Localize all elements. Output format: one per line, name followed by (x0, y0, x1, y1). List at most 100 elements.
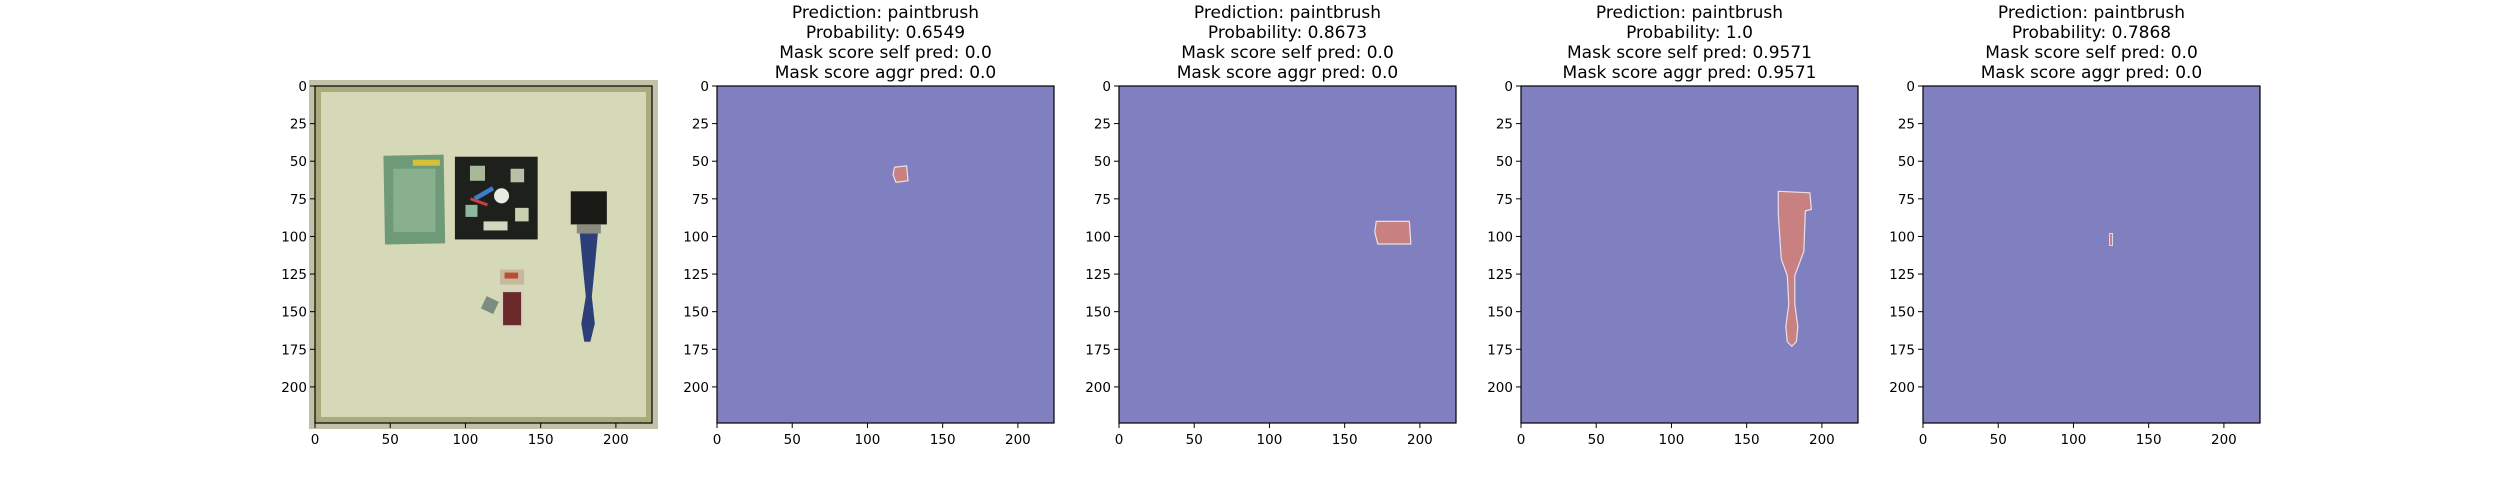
subplot-title-line: Mask score self pred: 0.0 (779, 43, 992, 63)
y-tick-label: 0 (700, 79, 709, 95)
x-tick-label: 0 (1919, 432, 1928, 448)
subplot-2: 0 50 100 150 200 0 25 50 75 100 125 150 175 200 Predic… (683, 3, 1055, 448)
photo-card-frame (500, 289, 525, 329)
y-tick-label: 200 (1889, 380, 1915, 396)
x-tick-label: 200 (1407, 432, 1433, 448)
y-tick-label: 175 (683, 342, 709, 358)
y-tick-label: 0 (1102, 79, 1111, 95)
subplot-title-line: Prediction: paintbrush (1194, 3, 1381, 23)
y-tick-label: 100 (1889, 229, 1915, 245)
x-tick-label: 100 (855, 432, 881, 448)
y-tick-label: 50 (1898, 154, 1915, 170)
x-tick-label: 50 (1990, 432, 2007, 448)
photo-brush-bristle (570, 191, 607, 225)
subplot-title-line: Mask score aggr pred: 0.9571 (1563, 63, 1817, 83)
mask-background (1119, 86, 1456, 423)
x-tick-label: 150 (2136, 432, 2162, 448)
x-tick-label: 0 (713, 432, 722, 448)
y-tick-label: 175 (1889, 342, 1915, 358)
photo-card (501, 290, 523, 327)
axes-frame (1118, 85, 1457, 424)
subplot-title-line: Prediction: paintbrush (792, 3, 979, 23)
subplot-4: 0 50 100 150 200 0 25 50 75 100 125 150 175 200 Predic… (1487, 3, 1859, 448)
subplot-3: 0 50 100 150 200 0 25 50 75 100 125 150 175 200 Predic… (1085, 3, 1457, 448)
x-tick-label: 50 (382, 432, 399, 448)
photo-brush-handle (579, 233, 598, 342)
x-tick-label: 200 (2211, 432, 2237, 448)
y-tick-label: 200 (1487, 380, 1513, 396)
y-tick-label: 200 (281, 380, 307, 396)
y-tick-label: 175 (281, 342, 307, 358)
x-tick-label: 100 (1257, 432, 1283, 448)
x-tick-label: 100 (2061, 432, 2087, 448)
x-tick-label: 0 (311, 432, 320, 448)
axes-frame (1520, 85, 1859, 424)
photo-box-label (504, 272, 519, 279)
y-tick-label: 25 (1496, 117, 1513, 133)
y-tick-label: 100 (683, 229, 709, 245)
photo-clip (480, 296, 499, 315)
y-tick-label: 75 (1094, 192, 1111, 208)
mask-background (1923, 86, 2260, 423)
subplot-title-line: Mask score self pred: 0.0 (1181, 43, 1394, 63)
y-tick-label: 0 (1906, 79, 1915, 95)
photo-brush-ferrule (576, 224, 601, 234)
x-tick-label: 100 (453, 432, 479, 448)
y-tick-label: 175 (1487, 342, 1513, 358)
x-tick-label: 150 (1332, 432, 1358, 448)
photo-floor (321, 92, 646, 417)
subplot-title-line: Mask score aggr pred: 0.0 (775, 63, 997, 83)
y-tick-label: 200 (683, 380, 709, 396)
subplot-5: 0 50 100 150 200 0 25 50 75 100 125 150 175 200 Predic… (1889, 3, 2261, 448)
y-tick-label: 25 (1898, 117, 1915, 133)
x-tick-label: 0 (1115, 432, 1124, 448)
subplot-title-line: Probability: 0.8673 (1208, 23, 1367, 43)
y-tick-label: 150 (1085, 305, 1111, 321)
axes-frame (1922, 85, 2261, 424)
y-tick-label: 150 (281, 305, 307, 321)
y-tick-label: 50 (290, 154, 307, 170)
subplot-title-line: Probability: 0.6549 (806, 23, 965, 43)
photo-tray-item-5 (483, 221, 508, 231)
y-tick-label: 75 (1496, 192, 1513, 208)
image-content (1521, 86, 1858, 423)
photo-book-panel (393, 168, 436, 232)
x-tick-label: 150 (1734, 432, 1760, 448)
y-tick-label: 25 (290, 117, 307, 133)
x-tick-label: 150 (930, 432, 956, 448)
photo-tray-item-1 (469, 165, 486, 181)
y-tick-label: 150 (683, 305, 709, 321)
y-tick-label: 100 (1487, 229, 1513, 245)
y-tick-label: 50 (1496, 154, 1513, 170)
x-tick-label: 200 (603, 432, 629, 448)
y-tick-label: 0 (1504, 79, 1513, 95)
subplot-title-line: Probability: 0.7868 (2012, 23, 2171, 43)
photo-book-label (412, 159, 440, 166)
mask-region-1 (2109, 232, 2114, 246)
y-tick-label: 50 (692, 154, 709, 170)
y-tick-label: 75 (1898, 192, 1915, 208)
y-tick-label: 125 (281, 267, 307, 283)
photo-tray-disc (494, 188, 510, 204)
photo-tray-item-3 (465, 204, 478, 217)
x-tick-label: 50 (1588, 432, 1605, 448)
y-tick-label: 125 (1487, 267, 1513, 283)
x-tick-label: 0 (1517, 432, 1526, 448)
axes-frame (716, 85, 1055, 424)
x-tick-label: 100 (1659, 432, 1685, 448)
x-tick-label: 150 (528, 432, 554, 448)
axes-frame (314, 85, 653, 424)
mask-background (1521, 86, 1858, 423)
y-tick-label: 150 (1889, 305, 1915, 321)
x-tick-label: 200 (1809, 432, 1835, 448)
y-tick-label: 100 (281, 229, 307, 245)
mask-background (717, 86, 1054, 423)
y-tick-label: 75 (692, 192, 709, 208)
subplot-title-line: Mask score self pred: 0.0 (1985, 43, 2198, 63)
photo-tray-item-4 (515, 207, 529, 222)
y-tick-label: 150 (1487, 305, 1513, 321)
y-tick-label: 175 (1085, 342, 1111, 358)
y-tick-label: 200 (1085, 380, 1111, 396)
photo-tray-item-2 (510, 168, 525, 183)
